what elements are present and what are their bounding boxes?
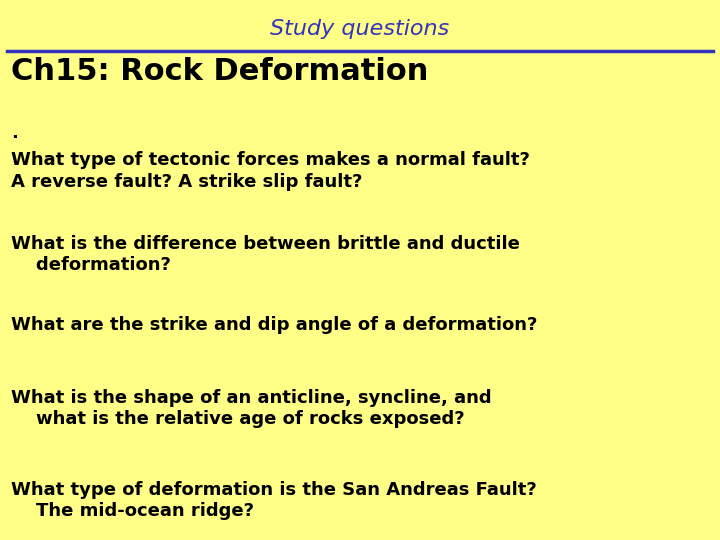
Text: What are the strike and dip angle of a deformation?: What are the strike and dip angle of a d… [11, 316, 537, 334]
Text: Study questions: Study questions [271, 19, 449, 39]
Text: .: . [11, 124, 18, 142]
Text: What type of tectonic forces makes a normal fault?
A reverse fault? A strike sli: What type of tectonic forces makes a nor… [11, 151, 530, 191]
Text: Ch15: Rock Deformation: Ch15: Rock Deformation [11, 57, 428, 86]
Text: What type of deformation is the San Andreas Fault?
    The mid-ocean ridge?: What type of deformation is the San Andr… [11, 481, 536, 520]
Text: What is the shape of an anticline, syncline, and
    what is the relative age of: What is the shape of an anticline, syncl… [11, 389, 492, 428]
Text: What is the difference between brittle and ductile
    deformation?: What is the difference between brittle a… [11, 235, 520, 274]
